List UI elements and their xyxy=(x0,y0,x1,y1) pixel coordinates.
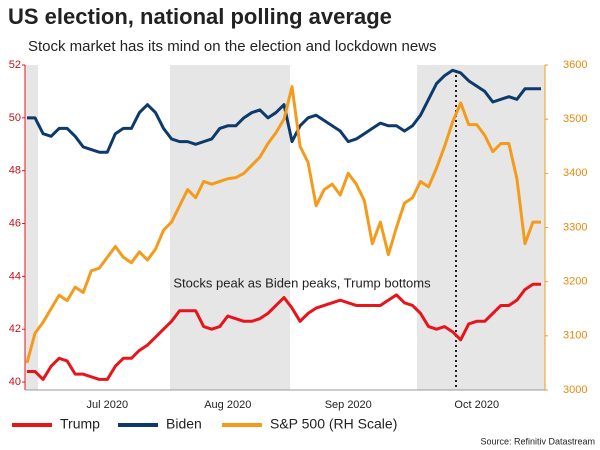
x-tick-label: Aug 2020 xyxy=(204,399,251,411)
y-tick-label: 40 xyxy=(9,376,21,388)
x-tick-label: Sep 2020 xyxy=(325,399,372,411)
y2-tick-label: 3500 xyxy=(563,113,587,125)
y2-tick-label: 3000 xyxy=(563,384,587,396)
x-tick-label: Oct 2020 xyxy=(454,399,499,411)
series-line xyxy=(27,68,541,154)
chart-subtitle: Stock market has its mind on the electio… xyxy=(28,38,437,55)
chart-title: US election, national polling average xyxy=(8,4,392,29)
y-tick-label: 42 xyxy=(9,323,21,335)
y-tick-label: 44 xyxy=(9,270,21,282)
legend-label: Trump xyxy=(60,416,100,432)
shade xyxy=(417,65,545,390)
y2-tick-label: 3100 xyxy=(563,330,587,342)
y-tick-label: 48 xyxy=(9,165,21,177)
shade xyxy=(25,65,38,390)
y-tick-label: 52 xyxy=(9,59,21,71)
y2-tick-label: 3400 xyxy=(563,167,587,179)
y-tick-label: 50 xyxy=(9,112,21,124)
annotation: Stocks peak as Biden peaks, Trump bottom… xyxy=(173,275,431,290)
shade xyxy=(170,65,290,390)
source: Source: Refinitiv Datastream xyxy=(480,436,595,446)
y2-tick-label: 3200 xyxy=(563,276,587,288)
y-tick-label: 46 xyxy=(9,217,21,229)
x-tick-label: Jul 2020 xyxy=(87,399,129,411)
series-line xyxy=(25,85,541,364)
legend-label: S&P 500 (RH Scale) xyxy=(270,416,397,432)
y2-tick-label: 3600 xyxy=(563,59,587,71)
series-line xyxy=(27,282,541,381)
legend-label: Biden xyxy=(166,416,202,432)
y2-tick-label: 3300 xyxy=(563,221,587,233)
